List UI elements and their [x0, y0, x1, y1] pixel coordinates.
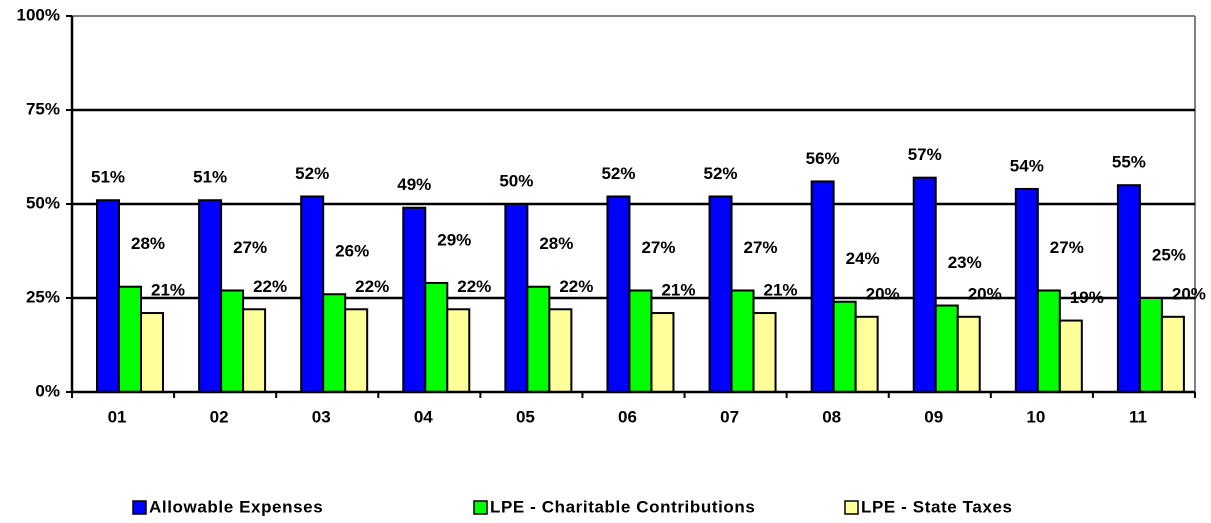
legend-swatch [473, 500, 488, 515]
bar [1058, 319, 1083, 393]
x-tick-label: 10 [1026, 407, 1045, 426]
bar [96, 199, 120, 393]
bar [810, 180, 835, 393]
data-label: 28% [539, 234, 573, 253]
bar [1036, 289, 1061, 394]
bar [446, 308, 471, 393]
data-label: 51% [193, 168, 227, 187]
data-label: 22% [253, 277, 287, 296]
data-label: 27% [1050, 238, 1084, 257]
data-label: 20% [1172, 284, 1206, 303]
bar [118, 285, 142, 393]
legend-swatch [844, 500, 859, 515]
bar [242, 308, 267, 393]
data-label: 50% [499, 171, 533, 190]
bar [730, 289, 755, 394]
bar [344, 308, 369, 393]
x-tick-label: 08 [822, 407, 841, 426]
bar [650, 312, 675, 394]
bar [934, 304, 959, 393]
x-tick-label: 03 [312, 407, 331, 426]
data-label: 49% [397, 175, 431, 194]
bar [628, 289, 653, 394]
legend-swatch [132, 500, 147, 515]
bar [708, 195, 733, 393]
data-label: 27% [744, 238, 778, 257]
x-tick-label: 09 [924, 407, 943, 426]
bar [220, 289, 245, 394]
data-label: 22% [355, 277, 389, 296]
data-label: 51% [91, 168, 125, 187]
bar [322, 293, 347, 393]
x-tick-label: 04 [414, 407, 433, 426]
bar [526, 285, 551, 393]
data-label: 21% [764, 281, 798, 300]
bar [1116, 184, 1141, 393]
legend-label: LPE - Charitable Contributions [490, 497, 755, 516]
data-label: 21% [661, 281, 695, 300]
data-label: 57% [908, 145, 942, 164]
bar [854, 315, 879, 393]
bar [606, 195, 631, 393]
data-label: 55% [1112, 153, 1146, 172]
data-label: 29% [437, 230, 471, 249]
bar [1138, 297, 1163, 393]
data-label: 27% [641, 238, 675, 257]
data-label: 25% [1152, 245, 1186, 264]
bar [300, 195, 325, 393]
y-tick-label: 50% [26, 193, 60, 212]
bar [424, 281, 449, 393]
bar [1014, 187, 1039, 393]
x-tick-label: 06 [618, 407, 637, 426]
data-label: 52% [704, 164, 738, 183]
x-tick-label: 02 [210, 407, 229, 426]
data-label: 24% [846, 249, 880, 268]
legend-label: Allowable Expenses [149, 497, 323, 516]
bar [140, 312, 164, 394]
bar [956, 315, 981, 393]
y-tick-label: 75% [26, 99, 60, 118]
data-label: 54% [1010, 156, 1044, 175]
bar [504, 203, 529, 393]
bar [752, 312, 777, 394]
y-tick-label: 0% [35, 381, 60, 400]
x-tick-label: 01 [108, 407, 127, 426]
bar [912, 176, 937, 393]
y-tick-label: 100% [17, 5, 60, 24]
data-label: 20% [866, 284, 900, 303]
data-label: 21% [151, 281, 185, 300]
data-label: 23% [948, 253, 982, 272]
data-label: 20% [968, 284, 1002, 303]
data-label: 26% [335, 242, 369, 261]
x-tick-label: 11 [1129, 407, 1147, 426]
y-tick-label: 25% [26, 287, 60, 306]
x-tick-label: 05 [516, 407, 535, 426]
data-label: 52% [601, 164, 635, 183]
bar [548, 308, 573, 393]
data-label: 27% [233, 238, 267, 257]
data-label: 52% [295, 164, 329, 183]
bar [832, 300, 857, 394]
data-label: 22% [457, 277, 491, 296]
x-tick-label: 07 [720, 407, 739, 426]
data-label: 28% [131, 234, 165, 253]
bar [198, 199, 223, 393]
bar [1160, 315, 1185, 393]
bar [402, 206, 427, 393]
data-label: 19% [1070, 288, 1104, 307]
legend-label: LPE - State Taxes [861, 497, 1013, 516]
data-label: 56% [806, 149, 840, 168]
data-label: 22% [559, 277, 593, 296]
